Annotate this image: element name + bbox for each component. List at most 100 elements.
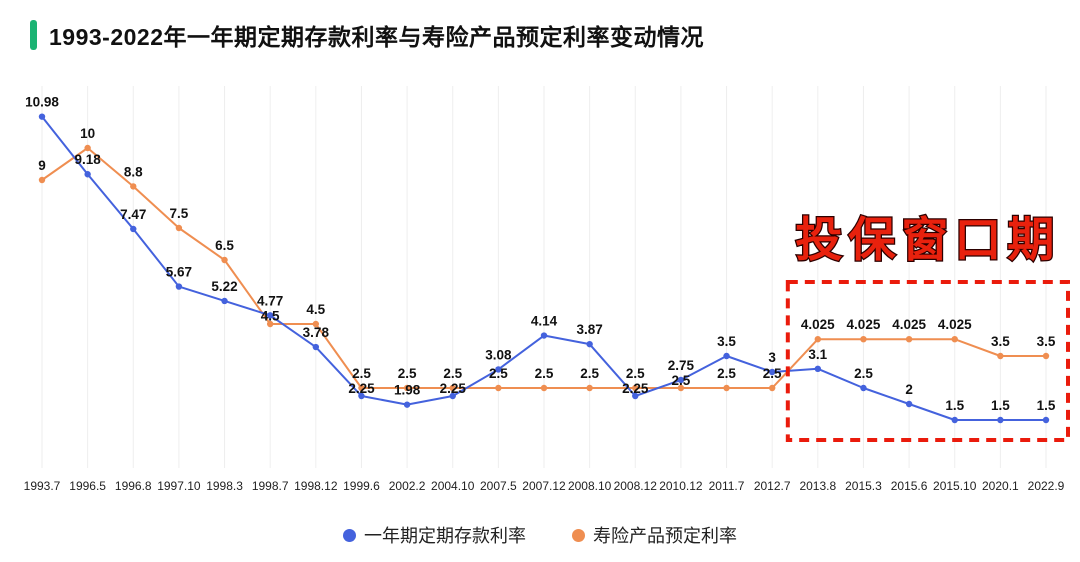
insurance-rate-series-marker [572, 528, 585, 542]
deposit-rate-data-label: 2.25 [348, 381, 375, 396]
deposit-rate-point [997, 416, 1004, 424]
insurance-rate-point [38, 176, 46, 184]
deposit-rate-point [723, 352, 730, 360]
insurance-rate-point [723, 384, 730, 392]
x-axis-label: 2022.9 [1028, 479, 1065, 493]
x-axis-label: 2008.10 [568, 479, 612, 493]
deposit-rate-data-label: 4.77 [257, 293, 283, 308]
insurance-rate-data-label: 2.5 [626, 366, 645, 381]
header: 1993-2022年一年期定期存款利率与寿险产品预定利率变动情况 [30, 18, 704, 52]
insurance-rate-point [632, 384, 639, 392]
deposit-rate-point [312, 343, 320, 351]
insurance-rate-point [586, 384, 593, 392]
deposit-rate-series-marker [343, 528, 356, 542]
deposit-rate-point [632, 392, 639, 400]
deposit-rate-point [266, 312, 274, 319]
page-title: 1993-2022年一年期定期存款利率与寿险产品预定利率变动情况 [49, 24, 704, 50]
deposit-rate-series-label: 一年期定期存款利率 [364, 526, 526, 546]
insurance-rate-data-label: 4.025 [847, 317, 881, 332]
legend-item-deposit-rate[interactable]: 一年期定期存款利率 [343, 522, 526, 548]
insurance-rate-data-label: 4.025 [801, 317, 835, 332]
insurance-rate-point [905, 336, 913, 343]
x-axis-label: 2010.12 [659, 479, 703, 493]
insurance-rate-point [495, 384, 502, 392]
legend: 一年期定期存款利率 寿险产品预定利率 [0, 522, 1080, 548]
deposit-rate-data-label: 4.14 [531, 314, 558, 329]
insurance-rate-data-label: 2.5 [352, 366, 371, 381]
x-axis-label: 2015.3 [845, 479, 882, 493]
x-axis-label: 2002.2 [389, 479, 426, 493]
x-axis-label: 2007.5 [480, 479, 517, 493]
x-axis-label: 2015.10 [933, 479, 977, 493]
insurance-rate-data-label: 2.5 [489, 366, 508, 381]
x-axis-label: 1999.6 [343, 479, 380, 493]
insurance-rate-data-label: 2.5 [672, 373, 691, 388]
insurance-rate-point [403, 384, 411, 392]
title-accent-bar [30, 20, 37, 50]
insurance-rate-data-label: 4.5 [261, 308, 280, 323]
deposit-rate-data-label: 3.08 [485, 347, 512, 362]
deposit-rate-data-label: 1.5 [1037, 398, 1056, 413]
insurance-rate-point [449, 384, 456, 392]
x-axis-label: 2004.10 [431, 479, 475, 493]
deposit-rate-point [221, 297, 228, 305]
insurance-rate-point [768, 384, 776, 392]
x-axis-label: 2012.7 [754, 479, 791, 493]
legend-item-insurance-rate[interactable]: 寿险产品预定利率 [572, 522, 737, 548]
deposit-rate-data-label: 3.1 [808, 347, 827, 362]
deposit-rate-data-label: 2.25 [622, 381, 649, 396]
insurance-rate-point [221, 256, 228, 264]
window-period-box [785, 280, 1070, 442]
x-axis-label: 1996.8 [115, 479, 152, 493]
deposit-rate-data-label: 3.5 [717, 334, 736, 349]
deposit-rate-point [495, 366, 502, 373]
deposit-rate-point [130, 225, 137, 233]
deposit-rate-point [768, 368, 776, 376]
insurance-rate-data-label: 2.5 [580, 366, 599, 381]
insurance-rate-data-label: 6.5 [215, 238, 234, 253]
insurance-rate-data-label: 2.5 [717, 366, 736, 381]
deposit-rate-data-label: 2.5 [854, 366, 873, 381]
deposit-rate-point [860, 384, 867, 392]
deposit-rate-data-label: 5.67 [166, 265, 192, 280]
x-axis-label: 2015.6 [891, 479, 928, 493]
x-axis-label: 2007.12 [522, 479, 566, 493]
insurance-rate-data-label: 4.5 [306, 302, 325, 317]
chart-canvas: 10.989 9.18107.478.85.677.55.226.54.774.5… [24, 86, 1070, 493]
x-axis-label: 1997.10 [157, 479, 201, 493]
deposit-rate-data-label: 1.98 [394, 383, 421, 398]
deposit-rate-point [905, 400, 913, 408]
insurance-rate-data-label: 3.5 [991, 334, 1010, 349]
deposit-rate-point [540, 332, 548, 339]
deposit-rate-point [403, 401, 411, 408]
insurance-rate-point [84, 144, 91, 152]
insurance-rate-point [814, 336, 822, 343]
x-axis-label: 1998.7 [252, 479, 289, 493]
insurance-rate-data-label: 4.025 [938, 317, 972, 332]
x-axis-label: 2008.12 [614, 479, 658, 493]
x-axis-label: 1998.12 [294, 479, 338, 493]
deposit-rate-data-label: 1.5 [991, 398, 1010, 413]
deposit-rate-data-label: 9.18 [74, 152, 101, 167]
insurance-rate-data-label: 2.5 [443, 366, 462, 381]
insurance-rate-data-label: 9 [38, 158, 46, 173]
x-axis-label: 2020.1 [982, 479, 1019, 493]
insurance-rate-data-label: 3.5 [1037, 334, 1056, 349]
insurance-rate-data-label: 8.8 [124, 164, 143, 179]
insurance-rate-point [358, 384, 365, 392]
insurance-rate-data-label: 10 [80, 126, 95, 141]
insurance-rate-point [677, 384, 685, 392]
insurance-rate-point [860, 336, 867, 343]
insurance-rate-point [1042, 352, 1050, 360]
deposit-rate-point [175, 283, 183, 290]
deposit-rate-data-label: 1.5 [945, 398, 964, 413]
insurance-rate-point [175, 224, 183, 232]
deposit-rate-point [951, 416, 958, 424]
deposit-rate-data-label: 5.22 [211, 279, 237, 294]
deposit-rate-data-label: 10.98 [25, 95, 59, 110]
insurance-rate-data-label: 7.5 [170, 206, 189, 221]
deposit-rate-point [677, 376, 685, 384]
window-period-annotation: 投保窗口期 [795, 213, 1060, 266]
deposit-rate-point [586, 340, 593, 348]
deposit-rate-point [449, 392, 456, 400]
